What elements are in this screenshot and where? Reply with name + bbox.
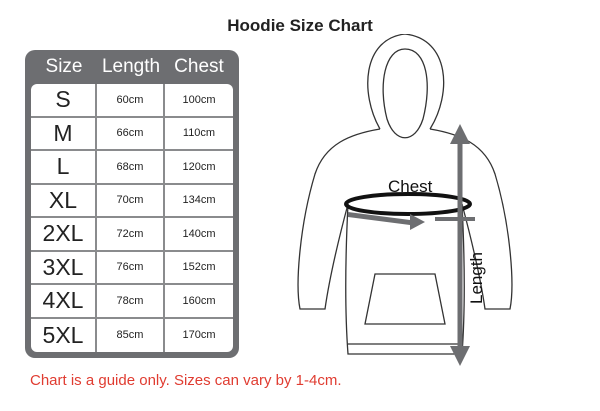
- chest-cell: 170cm: [182, 329, 216, 342]
- size-cell: XL: [31, 184, 97, 216]
- length-cell: 78cm: [97, 285, 165, 317]
- length-label: Length: [467, 252, 486, 304]
- chest-measure-line: [344, 192, 472, 216]
- size-cell: 4XL: [31, 285, 97, 317]
- table-row: 4XL 78cm 160cm: [31, 285, 233, 319]
- size-cell: M: [31, 117, 97, 149]
- chest-cell: 100cm: [182, 93, 216, 106]
- table-row: L 68cm 120cm: [31, 151, 233, 185]
- header-size: Size: [45, 56, 83, 77]
- size-cell: 2XL: [31, 218, 97, 250]
- size-cell: S: [31, 84, 97, 116]
- table-row: XL 70cm 134cm: [31, 184, 233, 218]
- chest-cell: 134cm: [182, 194, 216, 207]
- size-cell: L: [31, 151, 97, 183]
- header-chest: Chest: [174, 56, 224, 77]
- hoodie-outline-icon: [297, 34, 513, 355]
- table-row: 3XL 76cm 152cm: [31, 251, 233, 285]
- chest-cell: 120cm: [182, 160, 216, 173]
- chart-title: Hoodie Size Chart: [227, 16, 373, 35]
- table-row: 2XL 72cm 140cm: [31, 218, 233, 252]
- header-length: Length: [101, 56, 161, 77]
- chest-cell: 152cm: [182, 261, 216, 274]
- hoodie-diagram: Chest Length: [297, 34, 513, 366]
- chest-arrow-icon: [348, 212, 425, 230]
- length-cell: 76cm: [97, 251, 165, 283]
- size-cell: 5XL: [31, 318, 97, 352]
- size-disclaimer: Chart is a guide only. Sizes can vary by…: [30, 372, 342, 389]
- size-grid: S 60cm 100cm M 66cm 110cm L 68cm 120cm XL 70cm 134c…: [31, 84, 233, 352]
- table-row: 5XL 85cm 170cm: [31, 318, 233, 352]
- length-cell: 60cm: [97, 84, 165, 116]
- length-cell: 66cm: [97, 117, 165, 149]
- length-cell: 85cm: [97, 318, 165, 352]
- length-cell: 72cm: [97, 218, 165, 250]
- size-table: Size Length Chest S 60cm 100cm M 66cm 110cm L 6…: [25, 50, 239, 358]
- length-cell: 70cm: [97, 184, 165, 216]
- table-row: M 66cm 110cm: [31, 117, 233, 151]
- chest-cell: 140cm: [182, 227, 216, 240]
- table-row: S 60cm 100cm: [31, 84, 233, 118]
- length-cell: 68cm: [97, 151, 165, 183]
- size-cell: 3XL: [31, 251, 97, 283]
- chest-cell: 110cm: [182, 127, 216, 140]
- chest-cell: 160cm: [182, 294, 216, 307]
- chest-label: Chest: [388, 177, 433, 196]
